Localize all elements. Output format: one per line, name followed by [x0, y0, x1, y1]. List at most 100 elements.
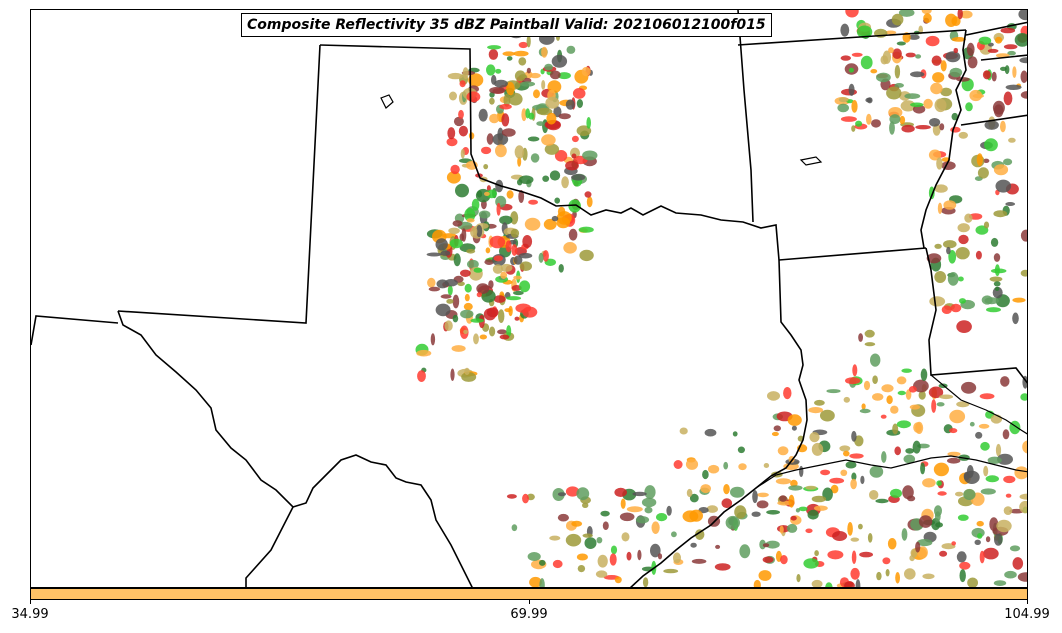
reflectivity-blob — [1003, 158, 1013, 166]
reflectivity-blobs — [415, 10, 1027, 587]
reflectivity-blob — [759, 539, 766, 550]
reflectivity-blob — [905, 389, 912, 400]
reflectivity-blob — [641, 497, 657, 508]
reflectivity-blob — [830, 484, 839, 494]
reflectivity-blob — [848, 67, 855, 73]
reflectivity-blob — [869, 490, 879, 500]
reflectivity-blob — [426, 252, 442, 257]
map-panel — [30, 9, 1028, 588]
lake-icon — [380, 94, 394, 109]
reflectivity-blob — [957, 514, 969, 521]
reflectivity-blob — [723, 484, 730, 495]
reflectivity-blob — [958, 131, 968, 139]
reflectivity-blob — [1012, 312, 1019, 325]
reflectivity-blob — [563, 242, 577, 254]
reflectivity-blob — [715, 544, 721, 549]
reflectivity-blob — [988, 42, 994, 47]
reflectivity-blob — [626, 506, 643, 513]
reflectivity-blob — [991, 71, 997, 82]
reflectivity-blob — [489, 326, 496, 337]
reflectivity-blob — [542, 250, 549, 262]
reflectivity-blob — [557, 72, 571, 80]
gulf-coastline — [755, 455, 1027, 489]
reflectivity-blob — [894, 446, 901, 456]
reflectivity-blob — [506, 296, 522, 301]
reflectivity-blob — [910, 102, 924, 108]
reflectivity-blob — [739, 544, 751, 559]
reflectivity-blob — [844, 581, 855, 587]
reflectivity-blob — [673, 460, 683, 469]
reflectivity-blob — [514, 70, 526, 82]
reflectivity-blob — [951, 37, 966, 42]
reflectivity-blob — [473, 227, 478, 236]
reflectivity-blob — [882, 557, 891, 565]
reflectivity-blob — [595, 570, 608, 578]
lake-icon — [799, 156, 823, 166]
reflectivity-blob — [500, 263, 513, 272]
reflectivity-blob — [546, 112, 557, 125]
reflectivity-blob — [536, 107, 553, 116]
reflectivity-blob — [461, 228, 467, 242]
reflectivity-blob — [1020, 91, 1027, 99]
reflectivity-blob — [644, 506, 653, 514]
reflectivity-blob — [700, 484, 711, 494]
reflectivity-blob — [572, 88, 586, 99]
reflectivity-blob — [758, 570, 772, 581]
reflectivity-blob — [619, 512, 635, 522]
reflectivity-blob — [982, 70, 991, 80]
reflectivity-blob — [928, 386, 944, 399]
reflectivity-blob — [798, 506, 808, 512]
reflectivity-blob — [763, 463, 770, 468]
reflectivity-blob — [876, 72, 891, 83]
reflectivity-blob — [969, 421, 975, 427]
colorbar-tick-label: 34.99 — [11, 607, 49, 622]
reflectivity-blob — [925, 35, 940, 47]
reflectivity-blob — [565, 160, 579, 171]
reflectivity-blob — [788, 485, 803, 491]
reflectivity-blob — [780, 555, 788, 565]
reflectivity-blob — [891, 13, 904, 26]
reflectivity-blob — [905, 52, 916, 58]
reflectivity-blob — [1018, 10, 1027, 21]
reflectivity-blob — [417, 370, 426, 382]
reflectivity-blob — [511, 244, 518, 256]
reflectivity-blob — [673, 552, 681, 564]
reflectivity-blob — [923, 13, 932, 24]
reflectivity-blob — [943, 240, 957, 249]
reflectivity-blob — [610, 545, 618, 555]
reflectivity-blob — [489, 113, 500, 124]
reflectivity-blob — [788, 494, 795, 508]
reflectivity-blob — [483, 164, 489, 170]
reflectivity-blob — [708, 464, 720, 474]
reflectivity-blob — [945, 13, 958, 27]
reflectivity-blob — [979, 393, 995, 400]
reflectivity-blob — [961, 381, 977, 394]
reflectivity-blob — [895, 572, 900, 584]
reflectivity-blob — [915, 54, 922, 59]
reflectivity-blob — [934, 243, 942, 249]
colorbar-tick-label: 104.99 — [1004, 607, 1050, 622]
reflectivity-blob — [851, 430, 857, 442]
reflectivity-blob — [840, 469, 848, 476]
reflectivity-blob — [977, 167, 989, 179]
reflectivity-blob — [994, 533, 1003, 546]
reflectivity-blob — [899, 115, 906, 125]
reflectivity-blob — [957, 10, 963, 20]
reflectivity-blob — [795, 508, 801, 513]
reflectivity-blob — [956, 401, 970, 408]
map-title: Composite Reflectivity 35 dBZ Paintball … — [241, 13, 772, 37]
reflectivity-blob — [517, 156, 522, 167]
reflectivity-blob — [931, 55, 942, 66]
reflectivity-blob — [526, 67, 531, 74]
reflectivity-blob — [950, 303, 962, 313]
reflectivity-blob — [811, 579, 823, 587]
reflectivity-blob — [840, 23, 850, 37]
reflectivity-blob — [940, 87, 952, 97]
reflectivity-blob — [576, 125, 592, 136]
reflectivity-blob — [934, 98, 947, 113]
reflectivity-blob — [859, 408, 871, 414]
reflectivity-blob — [459, 80, 466, 88]
reflectivity-blob — [484, 259, 494, 265]
reflectivity-blob — [994, 264, 1000, 277]
reflectivity-blob — [915, 125, 931, 130]
